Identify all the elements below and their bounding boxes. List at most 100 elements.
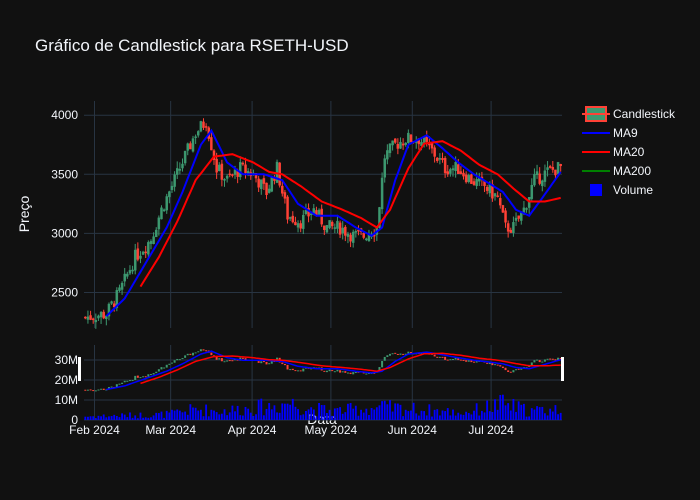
volume-bar xyxy=(507,403,510,420)
mini-candle xyxy=(202,349,205,351)
range-slider-right-handle[interactable] xyxy=(561,357,564,381)
volume-bar xyxy=(320,405,323,420)
candle xyxy=(194,134,197,144)
mini-candle xyxy=(270,360,273,364)
volume-bar xyxy=(108,416,110,420)
volume-bar xyxy=(465,411,468,420)
mini-candle xyxy=(409,352,412,354)
legend-item-volume[interactable]: Volume xyxy=(590,183,653,197)
candle xyxy=(160,205,163,220)
range-slider-lines xyxy=(106,350,561,391)
candle xyxy=(175,161,179,180)
mini-ma9-line xyxy=(106,350,561,391)
volume-bar xyxy=(142,417,145,420)
mini-candle xyxy=(126,380,129,382)
candle xyxy=(133,243,137,275)
candle xyxy=(399,137,402,149)
mini-candle xyxy=(336,369,339,372)
volume-bar xyxy=(199,409,202,420)
mini-candle xyxy=(97,389,100,391)
mini-candle xyxy=(509,371,512,373)
volume-bar xyxy=(326,412,328,420)
volume-bar xyxy=(110,416,113,420)
legend-item-candlestick[interactable]: Candlestick xyxy=(582,106,676,122)
candle xyxy=(94,313,98,329)
legend-item-ma9[interactable]: MA9 xyxy=(582,126,638,140)
mini-candle xyxy=(197,351,200,353)
volume-tick-label: 10M xyxy=(55,393,78,407)
mini-candle xyxy=(530,362,533,366)
candle xyxy=(170,181,174,193)
volume-bar xyxy=(412,402,415,420)
volume-bar xyxy=(522,403,525,420)
candle xyxy=(554,169,557,180)
volume-bar xyxy=(436,409,439,420)
mini-candle xyxy=(441,356,444,358)
mini-ma20-line xyxy=(140,352,561,385)
mini-candle xyxy=(457,358,460,361)
mini-candle xyxy=(538,360,541,363)
legend-label: Volume xyxy=(613,183,653,197)
volume-bar xyxy=(533,409,536,420)
legend-item-ma20[interactable]: MA20 xyxy=(582,145,645,159)
volume-bar xyxy=(100,416,102,420)
mini-candle xyxy=(328,369,331,372)
mini-candle xyxy=(554,359,557,361)
candle xyxy=(126,271,129,279)
candle xyxy=(204,123,208,132)
mini-candle xyxy=(215,357,218,360)
mini-candle xyxy=(100,388,103,390)
range-slider-left-handle[interactable] xyxy=(78,357,81,381)
volume-bar xyxy=(305,410,307,420)
mini-candle xyxy=(391,353,394,355)
mini-candle xyxy=(449,359,452,361)
mini-candle xyxy=(210,352,213,356)
mini-candle xyxy=(128,380,131,382)
mini-candle xyxy=(228,360,231,362)
volume-bar xyxy=(383,400,386,420)
mini-candle xyxy=(501,366,504,369)
price-axis-ticks: 2500 3000 3500 4000 xyxy=(51,108,78,299)
mini-candle xyxy=(333,371,336,373)
volume-bar xyxy=(354,405,357,420)
mini-candle xyxy=(452,358,455,360)
mini-candle xyxy=(194,352,197,354)
volume-bar xyxy=(318,403,320,420)
mini-candle xyxy=(178,359,181,361)
volume-bar xyxy=(283,403,286,420)
candle xyxy=(199,120,203,133)
mini-candle xyxy=(494,364,497,366)
volume-bar xyxy=(289,404,292,420)
candle xyxy=(157,215,161,236)
legend-label: MA9 xyxy=(613,126,638,140)
volume-bar xyxy=(509,410,512,420)
volume-bar xyxy=(205,404,208,420)
volume-bar xyxy=(121,413,124,420)
mini-candle xyxy=(199,349,202,352)
legend-item-ma200[interactable]: MA200 xyxy=(582,164,651,178)
volume-bar xyxy=(480,410,483,420)
candle xyxy=(260,179,263,195)
mini-candle xyxy=(354,371,357,373)
candle xyxy=(299,220,302,233)
candle xyxy=(525,207,528,213)
volume-bar xyxy=(157,413,160,420)
mini-candle xyxy=(536,359,539,361)
candle xyxy=(504,208,507,228)
mini-candle xyxy=(244,358,247,360)
volume-bar xyxy=(131,417,134,420)
candle xyxy=(165,193,168,214)
mini-candle xyxy=(446,359,449,361)
volume-bar xyxy=(113,414,116,420)
mini-candle xyxy=(344,371,347,373)
volume-bar xyxy=(270,409,273,420)
candle xyxy=(123,267,126,287)
volume-bar xyxy=(473,410,475,420)
candle xyxy=(128,265,132,276)
volume-bar xyxy=(549,408,552,420)
volume-bar xyxy=(404,409,407,420)
candle xyxy=(154,227,158,238)
candle xyxy=(286,195,289,224)
candle xyxy=(349,232,352,248)
volume-bar xyxy=(276,412,278,420)
